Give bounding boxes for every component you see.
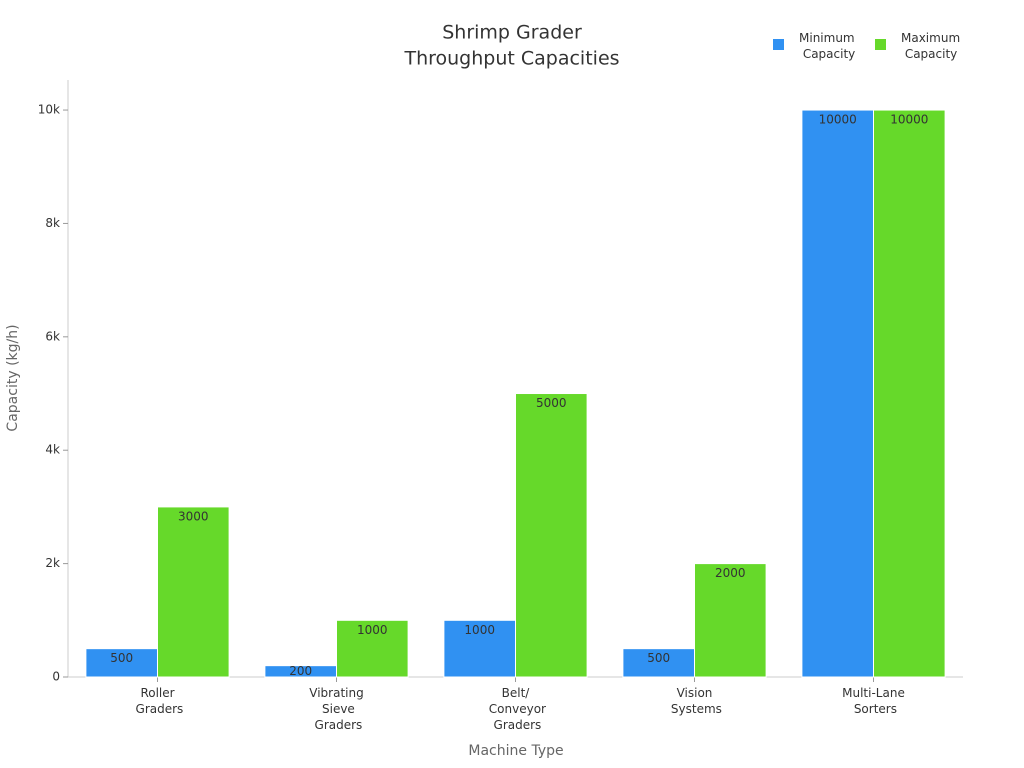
bar (336, 619, 409, 678)
y-tick-label: 10k (38, 103, 60, 117)
value-label: 2000 (715, 566, 746, 580)
value-label: 10000 (890, 113, 928, 127)
y-tick-label: 0 (52, 670, 60, 684)
y-tick-label: 4k (45, 443, 60, 457)
x-axis-title: Machine Type (468, 743, 563, 759)
value-label: 500 (110, 651, 133, 665)
x-tick-label: Roller Graders (132, 686, 184, 716)
value-label: 10000 (819, 113, 857, 127)
x-tick-label: Multi-Lane Sorters (842, 686, 905, 716)
y-axis-title: Capacity (kg/h) (5, 324, 21, 431)
chart-title: Throughput Capacities (403, 48, 619, 70)
bar (515, 393, 588, 678)
x-tick-label: Vision Systems (667, 686, 722, 716)
value-label: 1000 (357, 623, 388, 637)
y-tick-label: 8k (45, 216, 60, 230)
legend-swatch (773, 39, 784, 50)
bar (801, 109, 875, 678)
value-label: 1000 (464, 623, 495, 637)
bar (694, 563, 767, 678)
y-tick-label: 6k (45, 329, 60, 343)
value-label: 5000 (536, 396, 567, 410)
legend-label: Maximum Capacity (901, 31, 960, 61)
value-label: 500 (647, 651, 670, 665)
value-label: 3000 (178, 509, 209, 523)
bar (443, 619, 516, 678)
x-tick-label: Belt/ Conveyor Graders (485, 686, 546, 732)
bar (157, 506, 230, 678)
chart-title: Shrimp Grader (442, 22, 582, 44)
x-tick-label: Vibrating Sieve Graders (309, 686, 363, 732)
value-label: 200 (289, 664, 312, 678)
legend-swatch (875, 39, 886, 50)
bar (873, 109, 946, 678)
y-tick-label: 2k (45, 556, 60, 570)
legend-label: Minimum Capacity (799, 31, 855, 61)
